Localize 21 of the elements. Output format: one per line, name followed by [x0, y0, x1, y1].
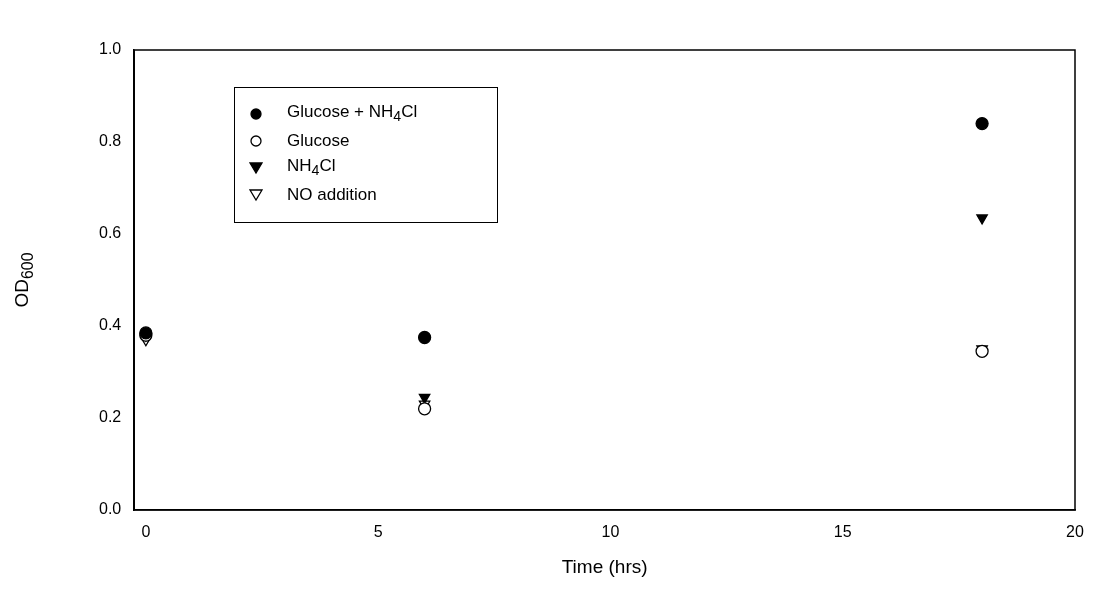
y-tick-label: 0.8 — [98, 132, 122, 150]
x-tick-label: 10 — [601, 523, 620, 541]
x-tick-label: 15 — [833, 523, 852, 541]
x-tick-label: 20 — [1066, 523, 1084, 541]
legend-label: Glucose + NH$_{4}$Cl — [287, 102, 418, 125]
point — [417, 402, 432, 416]
x-tick-label: 5 — [373, 523, 383, 541]
y-tick-label: 1.0 — [98, 40, 122, 58]
point — [975, 116, 989, 131]
point — [418, 393, 431, 404]
y-tick-label: 0.2 — [98, 408, 122, 426]
y-tick-label: 0.0 — [98, 500, 122, 518]
x-tick-label: 0 — [141, 523, 151, 541]
legend-label: NH$_{4}$Cl — [287, 156, 336, 179]
x-axis-title: Time (hrs) — [561, 555, 648, 577]
y-tick-label: 0.4 — [98, 316, 122, 334]
legend-label: Glucose — [287, 130, 350, 151]
point — [976, 214, 988, 225]
point — [417, 330, 432, 345]
y-tick-label: 0.6 — [98, 224, 122, 242]
legend-label: NO addition — [287, 184, 377, 205]
